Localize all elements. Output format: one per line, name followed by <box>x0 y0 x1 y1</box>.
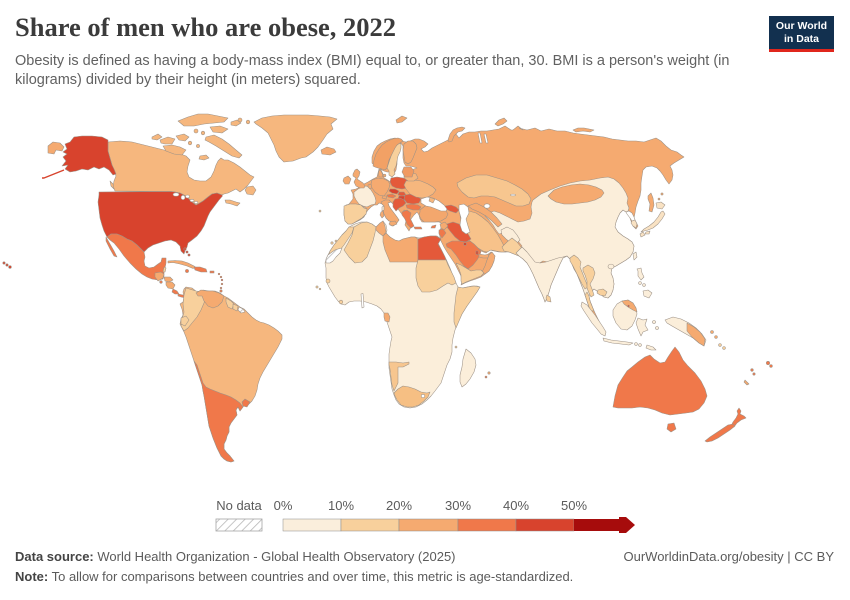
svg-text:10%: 10% <box>328 498 354 513</box>
svg-text:0%: 0% <box>274 498 293 513</box>
svg-text:20%: 20% <box>386 498 412 513</box>
svg-text:50%: 50% <box>561 498 587 513</box>
svg-text:30%: 30% <box>445 498 471 513</box>
svg-text:40%: 40% <box>503 498 529 513</box>
svg-text:No data: No data <box>216 498 262 513</box>
